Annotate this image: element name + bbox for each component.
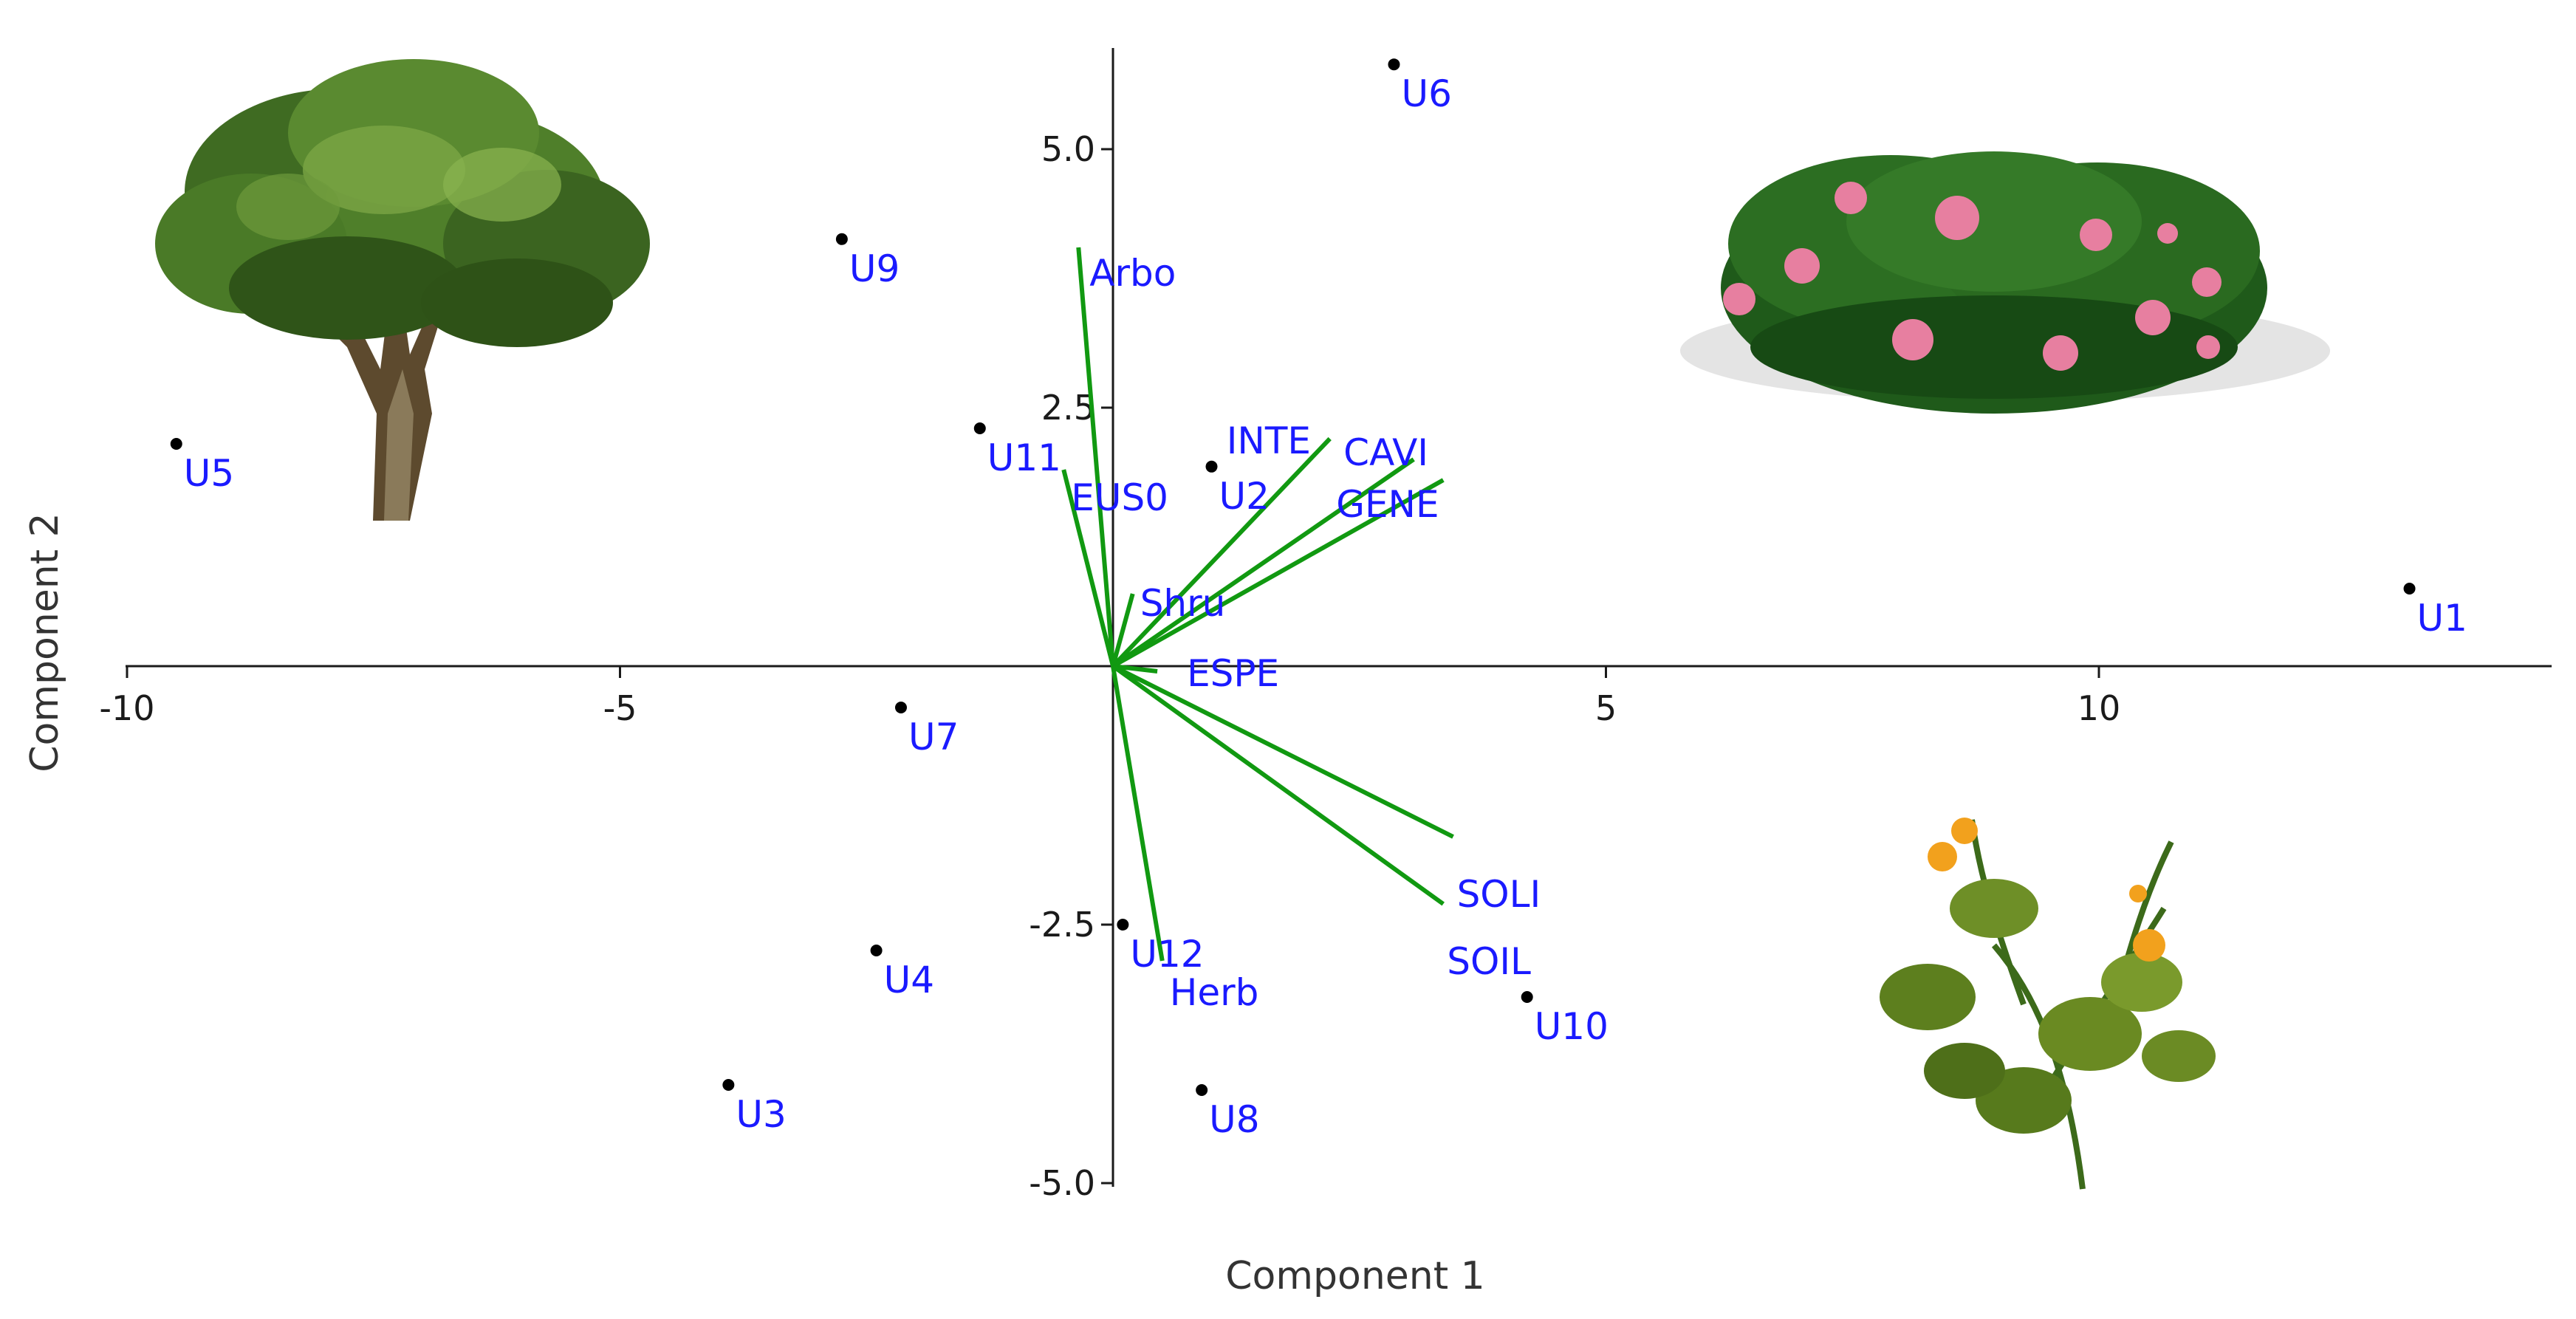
vector-soli: [1111, 664, 1454, 839]
vector-inte: [1111, 436, 1332, 668]
loading-vectors: Arbo EUS0 INTE CAVI GENE Shru ESPE SOLI SOIL Herb: [1061, 247, 1541, 1014]
x-tick-label: -5: [603, 688, 637, 728]
point-u2: [1205, 460, 1218, 473]
point-label-u7: U7: [908, 716, 959, 758]
vector-label-inte: INTE: [1227, 419, 1311, 462]
vector-label-soil: SOIL: [1447, 940, 1531, 983]
vector-arbo: [1076, 247, 1115, 667]
x-ticks: -10 -5 5 10: [99, 666, 2120, 728]
point-u6: [1388, 58, 1400, 71]
vector-label-arbo: Arbo: [1089, 252, 1176, 295]
vector-label-shru: Shru: [1140, 582, 1226, 625]
tree-illustration: [155, 59, 650, 521]
point-u4: [870, 945, 883, 956]
vector-label-eus0: EUS0: [1071, 476, 1168, 519]
point-u5: [170, 438, 182, 450]
y-tick-label: 5.0: [1041, 129, 1095, 169]
point-label-u6: U6: [1401, 72, 1451, 115]
point-u11: [973, 422, 986, 434]
point-label-u11: U11: [987, 436, 1061, 479]
x-tick-label: 10: [2077, 688, 2121, 728]
vector-label-herb: Herb: [1170, 971, 1259, 1014]
point-label-u5: U5: [184, 452, 234, 495]
point-u1: [2403, 583, 2416, 595]
y-tick-label: -2.5: [1029, 905, 1095, 945]
point-label-u1: U1: [2417, 597, 2467, 640]
herb-illustration: [1880, 818, 2216, 1190]
vector-label-espe: ESPE: [1187, 652, 1279, 695]
y-axis-title: Component 2: [23, 513, 67, 772]
vector-label-gene: GENE: [1336, 483, 1439, 526]
vector-label-cavi: CAVI: [1343, 431, 1428, 474]
vector-gene: [1111, 478, 1445, 668]
vector-herb: [1111, 665, 1165, 962]
point-label-u8: U8: [1209, 1098, 1259, 1141]
point-u10: [1521, 991, 1533, 1003]
vector-shru: [1111, 593, 1135, 667]
point-u8: [1196, 1084, 1208, 1096]
point-u9: [835, 233, 848, 245]
x-tick-label: -10: [99, 688, 154, 728]
point-u12: [1117, 919, 1129, 931]
point-label-u3: U3: [736, 1093, 786, 1136]
y-tick-label: 2.5: [1041, 388, 1095, 428]
vector-espe: [1112, 664, 1158, 674]
point-label-u4: U4: [884, 959, 934, 1001]
point-u3: [722, 1079, 735, 1091]
point-label-u9: U9: [849, 247, 900, 290]
x-axis-title: Component 1: [1225, 1254, 1485, 1298]
x-tick-label: 5: [1595, 688, 1617, 728]
vector-soil: [1111, 664, 1445, 906]
point-label-u10: U10: [1535, 1005, 1609, 1048]
flowering-shrub-illustration: [1680, 151, 2330, 414]
y-ticks: 5.0 2.5 -2.5 -5.0: [1029, 129, 1113, 1203]
vector-cavi: [1111, 457, 1415, 668]
point-label-u12: U12: [1130, 933, 1204, 976]
vector-label-soli: SOLI: [1457, 873, 1541, 916]
point-label-u2: U2: [1219, 475, 1270, 518]
y-tick-label: -5.0: [1029, 1163, 1095, 1203]
score-points: U1 U2 U3 U4 U5 U6 U7 U8 U9 U10 U11 U12: [170, 58, 2467, 1141]
point-u7: [894, 702, 907, 713]
axes: [126, 48, 2552, 1187]
vector-eus0: [1061, 469, 1115, 667]
